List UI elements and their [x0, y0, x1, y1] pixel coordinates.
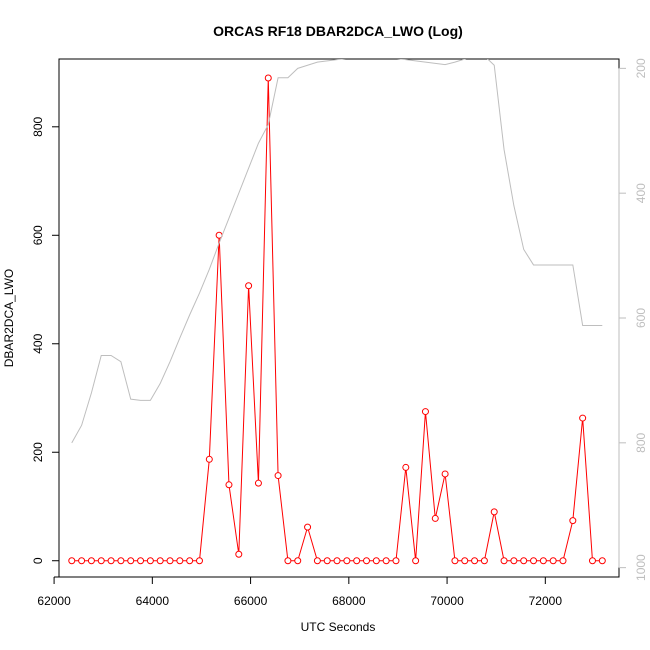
y2-tick-label: 800: [634, 432, 648, 452]
data-point: [166, 557, 174, 565]
data-point: [205, 455, 213, 463]
data-point: [598, 557, 606, 565]
x-tick-label: 62000: [37, 594, 71, 608]
chart-title: ORCAS RF18 DBAR2DCA_LWO (Log): [213, 23, 463, 39]
data-point: [461, 557, 469, 565]
data-point: [294, 557, 302, 565]
data-point: [78, 557, 86, 565]
y-tick-label: 400: [31, 333, 45, 353]
data-point: [451, 557, 459, 565]
y-tick-label: 600: [31, 225, 45, 245]
data-point: [539, 557, 547, 565]
data-point: [559, 557, 567, 565]
data-point: [323, 557, 331, 565]
data-point: [471, 557, 479, 565]
data-point: [87, 557, 95, 565]
data-point: [441, 470, 449, 478]
data-point: [186, 557, 194, 565]
data-point: [569, 517, 577, 525]
y-tick-label: 800: [31, 116, 45, 136]
plot-area: [58, 58, 620, 578]
data-point: [392, 557, 400, 565]
data-point: [284, 557, 292, 565]
data-point: [97, 557, 105, 565]
data-point: [235, 550, 243, 558]
y2-tick-label: 400: [634, 183, 648, 203]
data-point: [372, 557, 380, 565]
data-point: [146, 557, 154, 565]
data-point: [195, 557, 203, 565]
data-point: [117, 557, 125, 565]
right-y-axis: 200 400 600 800 1000: [618, 58, 648, 581]
series-main: [68, 74, 606, 565]
data-point: [176, 557, 184, 565]
data-point: [274, 472, 282, 480]
y-tick-label: 200: [31, 442, 45, 462]
x-tick-label: 68000: [332, 594, 366, 608]
data-point: [382, 557, 390, 565]
data-point: [412, 557, 420, 565]
series-line: [71, 59, 603, 444]
data-point: [363, 557, 371, 565]
data-point: [137, 557, 145, 565]
data-point: [127, 557, 135, 565]
x-tick-label: 64000: [136, 594, 170, 608]
x-axis-label: UTC Seconds: [301, 620, 376, 634]
data-point: [421, 408, 429, 416]
left-y-axis: 0 200 400 600 800: [31, 116, 60, 564]
data-point: [304, 523, 312, 531]
data-point: [333, 557, 341, 565]
data-point: [500, 557, 508, 565]
data-point: [353, 557, 361, 565]
data-point: [254, 479, 262, 487]
data-point: [68, 557, 76, 565]
x-tick-label: 66000: [234, 594, 268, 608]
x-tick-label: 72000: [529, 594, 563, 608]
y2-tick-label: 600: [634, 308, 648, 328]
y-axis-label: DBAR2DCA_LWO: [2, 269, 16, 367]
data-point: [264, 74, 272, 82]
data-point: [530, 557, 538, 565]
data-point: [490, 508, 498, 516]
data-point: [156, 557, 164, 565]
data-point: [343, 557, 351, 565]
y-tick-label: 0: [31, 557, 45, 564]
data-point: [520, 557, 528, 565]
series-layer: [68, 59, 606, 565]
series-line: [71, 77, 603, 562]
data-point: [480, 557, 488, 565]
y2-tick-label: 1000: [634, 554, 648, 581]
data-point: [588, 557, 596, 565]
data-point: [579, 414, 587, 422]
data-point: [225, 481, 233, 489]
y2-tick-label: 200: [634, 58, 648, 78]
data-point: [510, 557, 518, 565]
data-point: [431, 514, 439, 522]
data-point: [313, 557, 321, 565]
x-axis: 62000 64000 66000 68000 70000 72000: [37, 576, 563, 608]
data-point: [549, 557, 557, 565]
data-point: [245, 282, 253, 290]
series-right-line: [71, 59, 603, 444]
data-point: [402, 463, 410, 471]
x-tick-label: 70000: [430, 594, 464, 608]
data-point: [107, 557, 115, 565]
